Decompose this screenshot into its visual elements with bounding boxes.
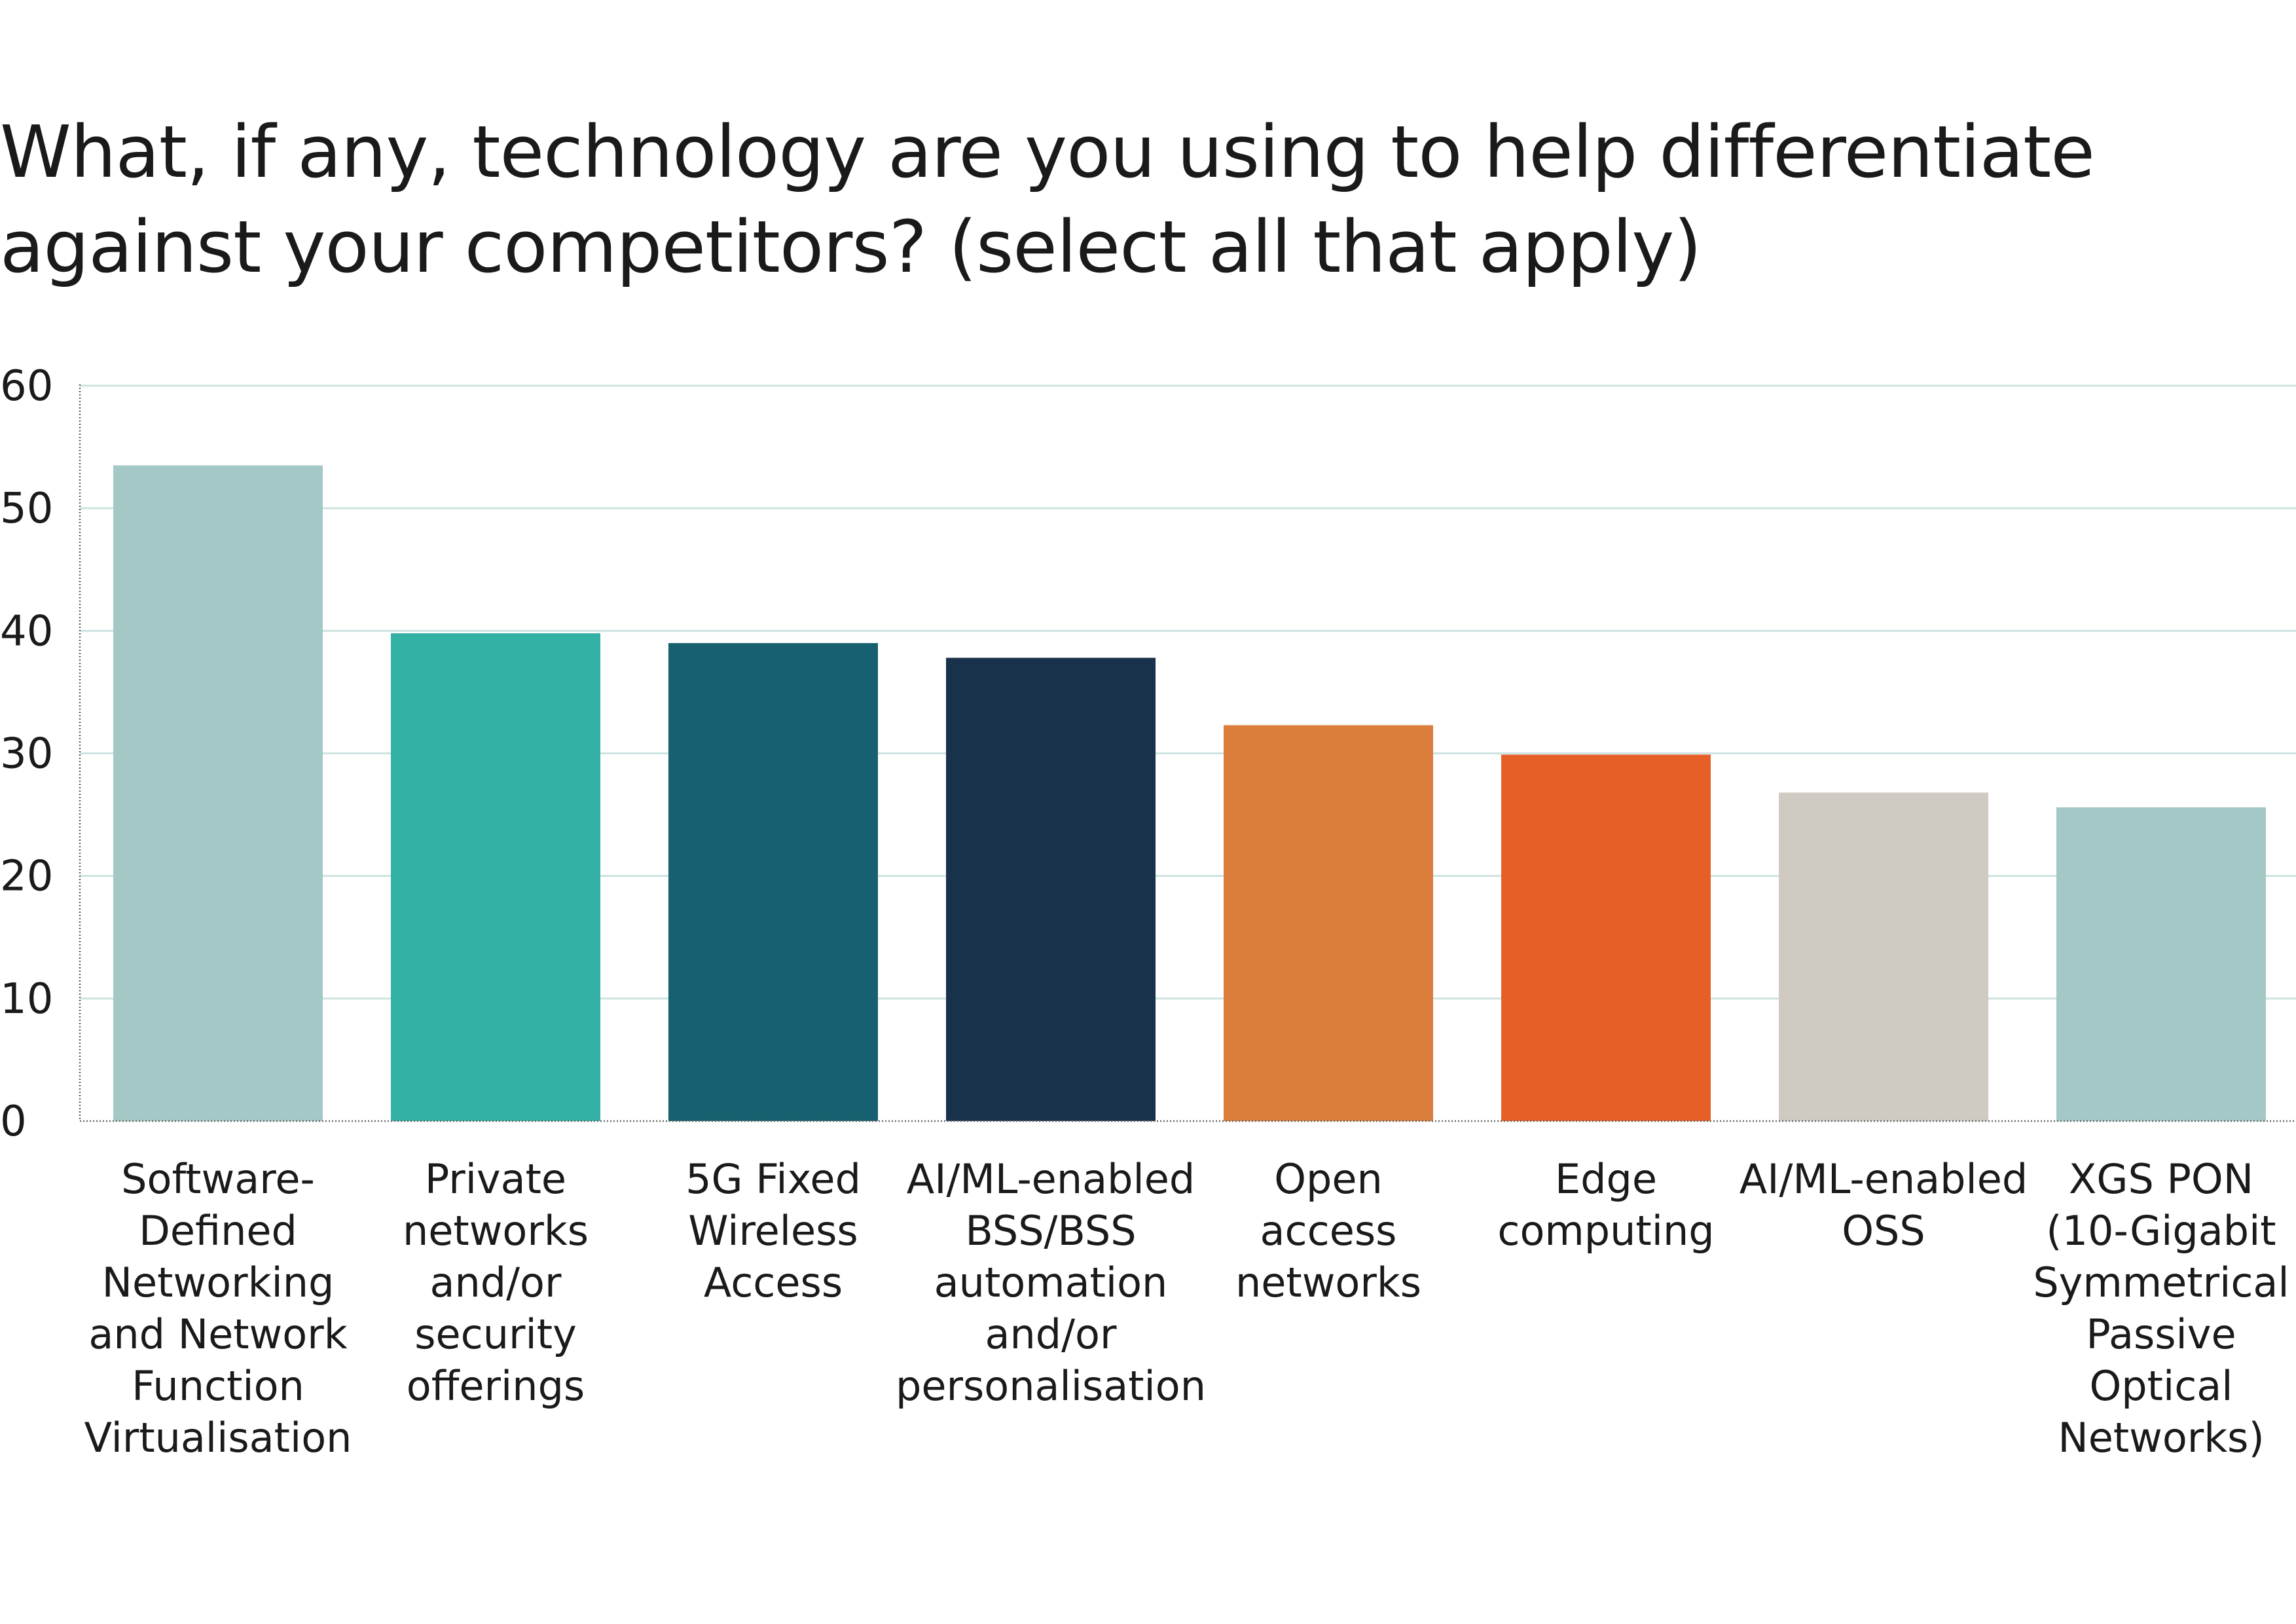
- x-label-line: and Network: [88, 1310, 347, 1358]
- y-tick-label: 50: [0, 485, 53, 533]
- x-label-line: 5G Fixed: [685, 1155, 861, 1203]
- bar-3: [668, 643, 878, 1121]
- y-tick-label: 30: [0, 730, 53, 779]
- x-label-line: Open: [1274, 1155, 1383, 1203]
- x-label-line: AI/ML-enabled: [1740, 1155, 2028, 1203]
- chart-title: What, if any, technology are you using t…: [0, 110, 2095, 289]
- y-tick-label: 20: [0, 853, 53, 901]
- bar-2: [391, 633, 600, 1121]
- x-label-line: computing: [1497, 1207, 1714, 1255]
- x-label-line: Symmetrical: [2033, 1259, 2289, 1306]
- bar-6: [1501, 754, 1711, 1121]
- x-label-line: BSS/BSS: [965, 1207, 1136, 1255]
- x-label-line: Function: [132, 1362, 304, 1410]
- x-label-line: Software-: [121, 1155, 315, 1203]
- x-label-line: access: [1260, 1207, 1397, 1255]
- x-label-line: and/or: [430, 1259, 562, 1306]
- x-label-line: Passive: [2086, 1310, 2236, 1358]
- x-label-line: Wireless: [688, 1207, 858, 1255]
- bar-7: [1779, 792, 1988, 1121]
- bar-5: [1224, 725, 1433, 1121]
- x-label-line: Networks): [2058, 1414, 2264, 1462]
- bar-4: [946, 657, 1156, 1121]
- x-label-line: and/or: [985, 1310, 1117, 1358]
- x-label-line: Virtualisation: [84, 1414, 352, 1462]
- x-category-label: XGS PON(10-GigabitSymmetricalPassiveOpti…: [2033, 1155, 2289, 1462]
- x-label-line: networks: [1235, 1259, 1421, 1306]
- x-label-line: Edge: [1555, 1155, 1657, 1203]
- axes: [79, 384, 2296, 1122]
- x-category-label: AI/ML-enabledBSS/BSSautomationand/orpers…: [896, 1155, 1206, 1410]
- bar-1: [113, 465, 323, 1121]
- y-tick-label: 60: [0, 362, 53, 411]
- y-tick-label: 40: [0, 607, 53, 655]
- bars: [113, 465, 2266, 1121]
- x-label-line: security: [414, 1310, 577, 1358]
- x-label-line: networks: [403, 1207, 589, 1255]
- x-label-line: automation: [934, 1259, 1168, 1306]
- x-label-line: Access: [704, 1259, 843, 1306]
- x-label-line: AI/ML-enabled: [907, 1155, 1195, 1203]
- x-label-line: (10-Gigabit: [2046, 1207, 2276, 1255]
- y-tick-label: 10: [0, 975, 53, 1024]
- bar-8: [2056, 807, 2266, 1121]
- y-axis-ticks: 0 10 20 30 40 50 60: [0, 362, 53, 1146]
- x-label-line: offerings: [407, 1362, 585, 1410]
- x-label-line: XGS PON: [2069, 1155, 2253, 1203]
- x-label-line: OSS: [1842, 1207, 1925, 1255]
- x-label-line: personalisation: [896, 1362, 1206, 1410]
- x-label-line: Defined: [139, 1207, 297, 1255]
- x-label-line: Networking: [102, 1259, 335, 1306]
- x-label-line: Optical: [2090, 1362, 2233, 1410]
- y-tick-label: 0: [0, 1098, 27, 1146]
- x-label-line: Private: [425, 1155, 566, 1203]
